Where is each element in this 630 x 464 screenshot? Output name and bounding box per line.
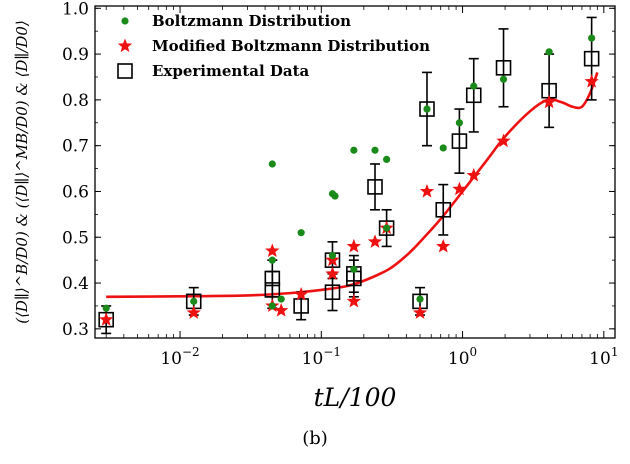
modified-boltzmann-star bbox=[584, 74, 599, 88]
boltzmann-point bbox=[350, 265, 358, 273]
boltzmann-point bbox=[383, 155, 391, 164]
modified-boltzmann-star bbox=[541, 94, 557, 109]
y-tick-label: 0.4 bbox=[62, 274, 89, 294]
legend-item-boltzmann: Boltzmann Distribution bbox=[121, 12, 351, 30]
boltzmann-point bbox=[277, 295, 285, 303]
modified-boltzmann-star bbox=[99, 312, 114, 326]
modified-boltzmann-star bbox=[346, 293, 361, 308]
x-tick-label: 101 bbox=[589, 345, 618, 369]
boltzmann-point bbox=[350, 146, 358, 154]
x-axis-title-text: tL/100 bbox=[314, 383, 397, 412]
boltzmann-point bbox=[328, 251, 337, 260]
experimental-point bbox=[495, 28, 512, 108]
legend-experimental-marker bbox=[117, 63, 133, 79]
plot-background bbox=[95, 6, 615, 338]
boltzmann-point bbox=[423, 105, 431, 113]
experimental-square bbox=[451, 133, 468, 149]
modified-boltzmann-star bbox=[436, 238, 451, 253]
boltzmann-point bbox=[268, 256, 276, 264]
experimental-point bbox=[367, 163, 383, 211]
legend-item-modified: Modified Boltzmann Distribution bbox=[117, 37, 430, 55]
boltzmann-point bbox=[470, 82, 478, 90]
modified-boltzmann-star bbox=[412, 305, 428, 319]
y-tick-label: 0.7 bbox=[62, 137, 89, 157]
experimental-square bbox=[583, 50, 600, 67]
y-axis-title: (⟨D∥⟩^B/D0) & (⟨D∥⟩^MB/D0) & ⟨D∥/D0⟩ bbox=[13, 20, 31, 324]
figure-caption: (b) bbox=[302, 428, 328, 449]
modified-boltzmann-star bbox=[265, 243, 280, 258]
experimental-point bbox=[435, 183, 452, 236]
experimental-square bbox=[324, 284, 341, 301]
modified-boltzmann-star bbox=[367, 234, 383, 248]
modified-boltzmann-star bbox=[452, 181, 467, 196]
experimental-square bbox=[367, 179, 383, 195]
experimental-square bbox=[435, 201, 452, 218]
experimental-square bbox=[419, 101, 435, 117]
experimental-square bbox=[495, 60, 512, 76]
boltzmann-point bbox=[416, 295, 424, 303]
legend-boltzmann-label: Boltzmann Distribution bbox=[152, 12, 351, 30]
boltzmann-point bbox=[102, 304, 110, 312]
y-axis-title-text: (⟨D∥⟩^B/D0) & (⟨D∥⟩^MB/D0) & ⟨D∥/D0⟩ bbox=[13, 20, 31, 324]
fit-curve-line bbox=[106, 71, 599, 299]
modified-boltzmann-star bbox=[325, 266, 340, 280]
y-tick-label: 0.9 bbox=[62, 45, 89, 65]
modified-boltzmann-star bbox=[419, 183, 435, 198]
y-tick-label: 0.6 bbox=[62, 182, 89, 202]
chart: 0.3 0.4 0.5 0.6 0.7 0.8 0.9 1.0 10−2 10−1 100 101 B… bbox=[13, 0, 619, 412]
x-tick-label: 10−2 bbox=[160, 345, 199, 369]
boltzmann-point bbox=[371, 146, 379, 154]
modified-boltzmann-star bbox=[346, 238, 361, 253]
boltzmann-point bbox=[545, 48, 553, 56]
plot-frame bbox=[94, 5, 616, 339]
y-tick-label: 0.8 bbox=[62, 91, 89, 111]
axes-layer: 0.3 0.4 0.5 0.6 0.7 0.8 0.9 1.0 10−2 10−1 100 101 bbox=[62, 0, 619, 369]
x-axis-title: tL/100 bbox=[314, 383, 397, 412]
modified-boltzmann-star bbox=[186, 305, 201, 319]
boltzmann-point bbox=[439, 144, 447, 152]
boltzmann-point bbox=[268, 160, 276, 168]
y-tick-label: 0.3 bbox=[62, 320, 89, 340]
modified-boltzmann-star bbox=[294, 287, 309, 301]
modified-boltzmann-star bbox=[325, 252, 340, 267]
experimental-square bbox=[293, 298, 309, 314]
legend-item-experimental: Experimental Data bbox=[117, 62, 310, 80]
y-tick-label: 0.5 bbox=[62, 228, 89, 248]
boltzmann-point bbox=[190, 297, 198, 305]
modified-boltzmann-star bbox=[496, 133, 511, 148]
data-marks-layer bbox=[98, 16, 600, 335]
boltzmann-point bbox=[297, 229, 305, 237]
boltzmann-point bbox=[268, 302, 276, 310]
legend-modified-label: Modified Boltzmann Distribution bbox=[152, 37, 430, 55]
modified-boltzmann-star bbox=[274, 303, 289, 317]
modified-boltzmann-star bbox=[466, 167, 481, 182]
experimental-point bbox=[583, 16, 600, 101]
boltzmann-point bbox=[455, 119, 464, 127]
legend-experimental-label: Experimental Data bbox=[152, 62, 310, 80]
boltzmann-point bbox=[588, 34, 596, 42]
legend: Boltzmann Distribution Modified Boltzmann… bbox=[117, 12, 430, 80]
fit-curve-layer bbox=[106, 71, 599, 299]
x-tick-label: 10−1 bbox=[302, 345, 341, 369]
x-tick-label: 100 bbox=[448, 345, 477, 369]
experimental-square bbox=[264, 282, 281, 298]
boltzmann-point bbox=[499, 75, 508, 83]
y-tick-label: 1.0 bbox=[62, 0, 89, 19]
legend-boltzmann-marker bbox=[121, 17, 129, 25]
boltzmann-point bbox=[383, 224, 391, 232]
boltzmann-point bbox=[331, 192, 339, 200]
legend-modified-marker bbox=[117, 38, 133, 53]
